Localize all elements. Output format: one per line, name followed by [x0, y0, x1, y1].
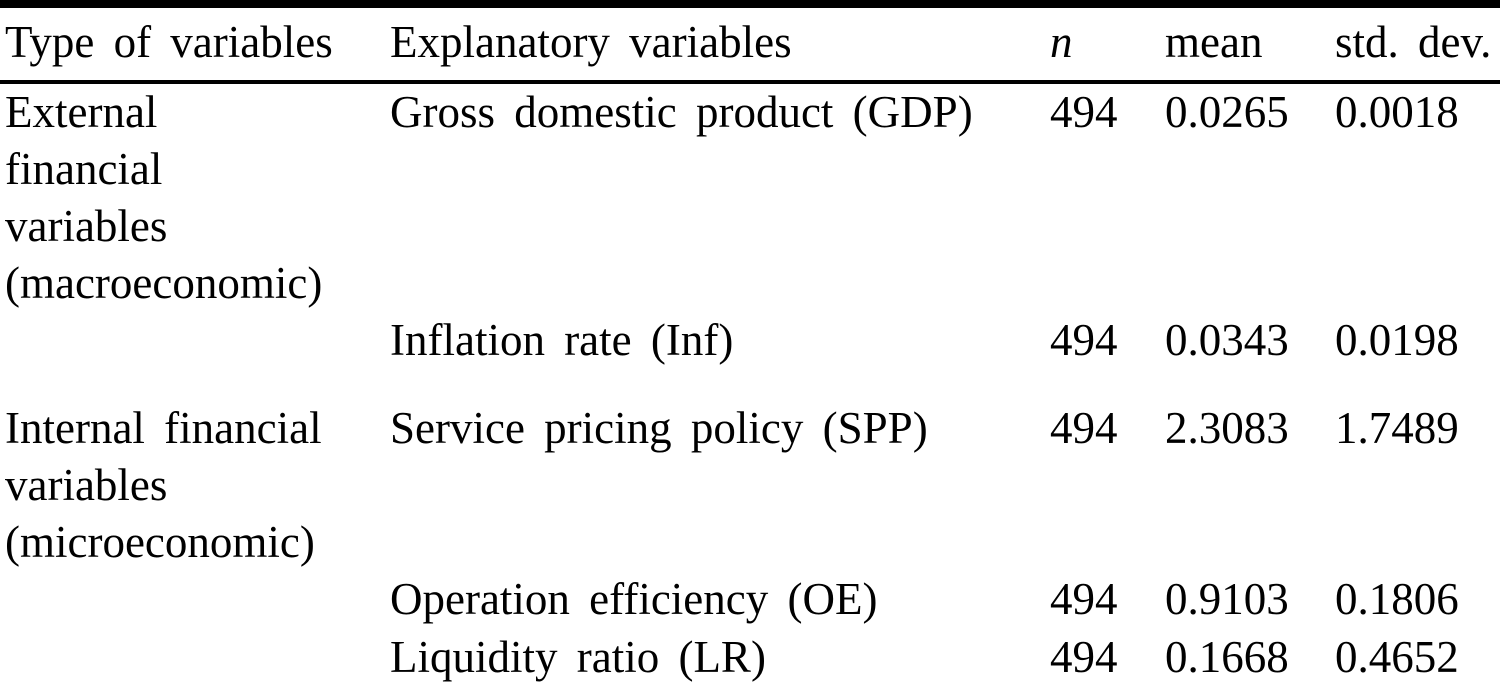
- cell-mean-inflation: 0.0343: [1165, 315, 1289, 365]
- cell-explanatory-oe: Operation efficiency (OE): [390, 574, 878, 624]
- cell-n-oe: 494: [1050, 574, 1118, 624]
- column-header-std-dev: std. dev.: [1335, 4, 1500, 84]
- cell-mean-oe: 0.9103: [1165, 574, 1289, 624]
- cell-explanatory-lr: Liquidity ratio (LR): [390, 632, 766, 682]
- cell-stddev-lr: 0.4652: [1335, 632, 1459, 682]
- cell-n-gdp: 494: [1050, 87, 1118, 137]
- table-row-gdp: External financial variables (macroecono…: [0, 82, 1500, 312]
- column-header-explanatory-variables: Explanatory variables: [390, 4, 1050, 84]
- cell-stddev-inflation: 0.0198: [1335, 315, 1459, 365]
- column-header-type-of-variables: Type of variables: [0, 4, 390, 84]
- cell-stddev-spp: 1.7489: [1335, 403, 1459, 453]
- cell-explanatory-gdp: Gross domestic product (GDP): [390, 87, 973, 137]
- table-body: External financial variables (macroecono…: [0, 82, 1500, 687]
- cell-n-spp: 494: [1050, 403, 1118, 453]
- cell-explanatory-spp: Service pricing policy (SPP): [390, 403, 928, 453]
- cell-n-inflation: 494: [1050, 315, 1118, 365]
- cell-n-lr: 494: [1050, 632, 1118, 682]
- cell-explanatory-inflation: Inflation rate (Inf): [390, 315, 734, 365]
- cell-type-empty-1: [0, 312, 390, 400]
- cell-type-empty-3: [0, 629, 390, 687]
- cell-mean-spp: 2.3083: [1165, 403, 1289, 453]
- table-row-lr: Liquidity ratio (LR) 494 0.1668 0.4652: [0, 629, 1500, 687]
- column-header-mean: mean: [1165, 4, 1335, 84]
- cell-mean-lr: 0.1668: [1165, 632, 1289, 682]
- cell-type-internal: Internal financial variables (microecono…: [5, 403, 322, 567]
- table-row-spp: Internal financial variables (microecono…: [0, 400, 1500, 571]
- cell-stddev-oe: 0.1806: [1335, 574, 1459, 624]
- cell-mean-gdp: 0.0265: [1165, 87, 1289, 137]
- cell-type-external: External financial variables (macroecono…: [5, 87, 323, 308]
- cell-stddev-gdp: 0.0018: [1335, 87, 1459, 137]
- header-row: Type of variables Explanatory variables …: [0, 4, 1500, 84]
- table-row-inflation: Inflation rate (Inf) 494 0.0343 0.0198: [0, 312, 1500, 400]
- table-row-oe: Operation efficiency (OE) 494 0.9103 0.1…: [0, 571, 1500, 629]
- cell-type-empty-2: [0, 571, 390, 629]
- table-header: Type of variables Explanatory variables …: [0, 4, 1500, 84]
- column-header-n: n: [1050, 4, 1165, 84]
